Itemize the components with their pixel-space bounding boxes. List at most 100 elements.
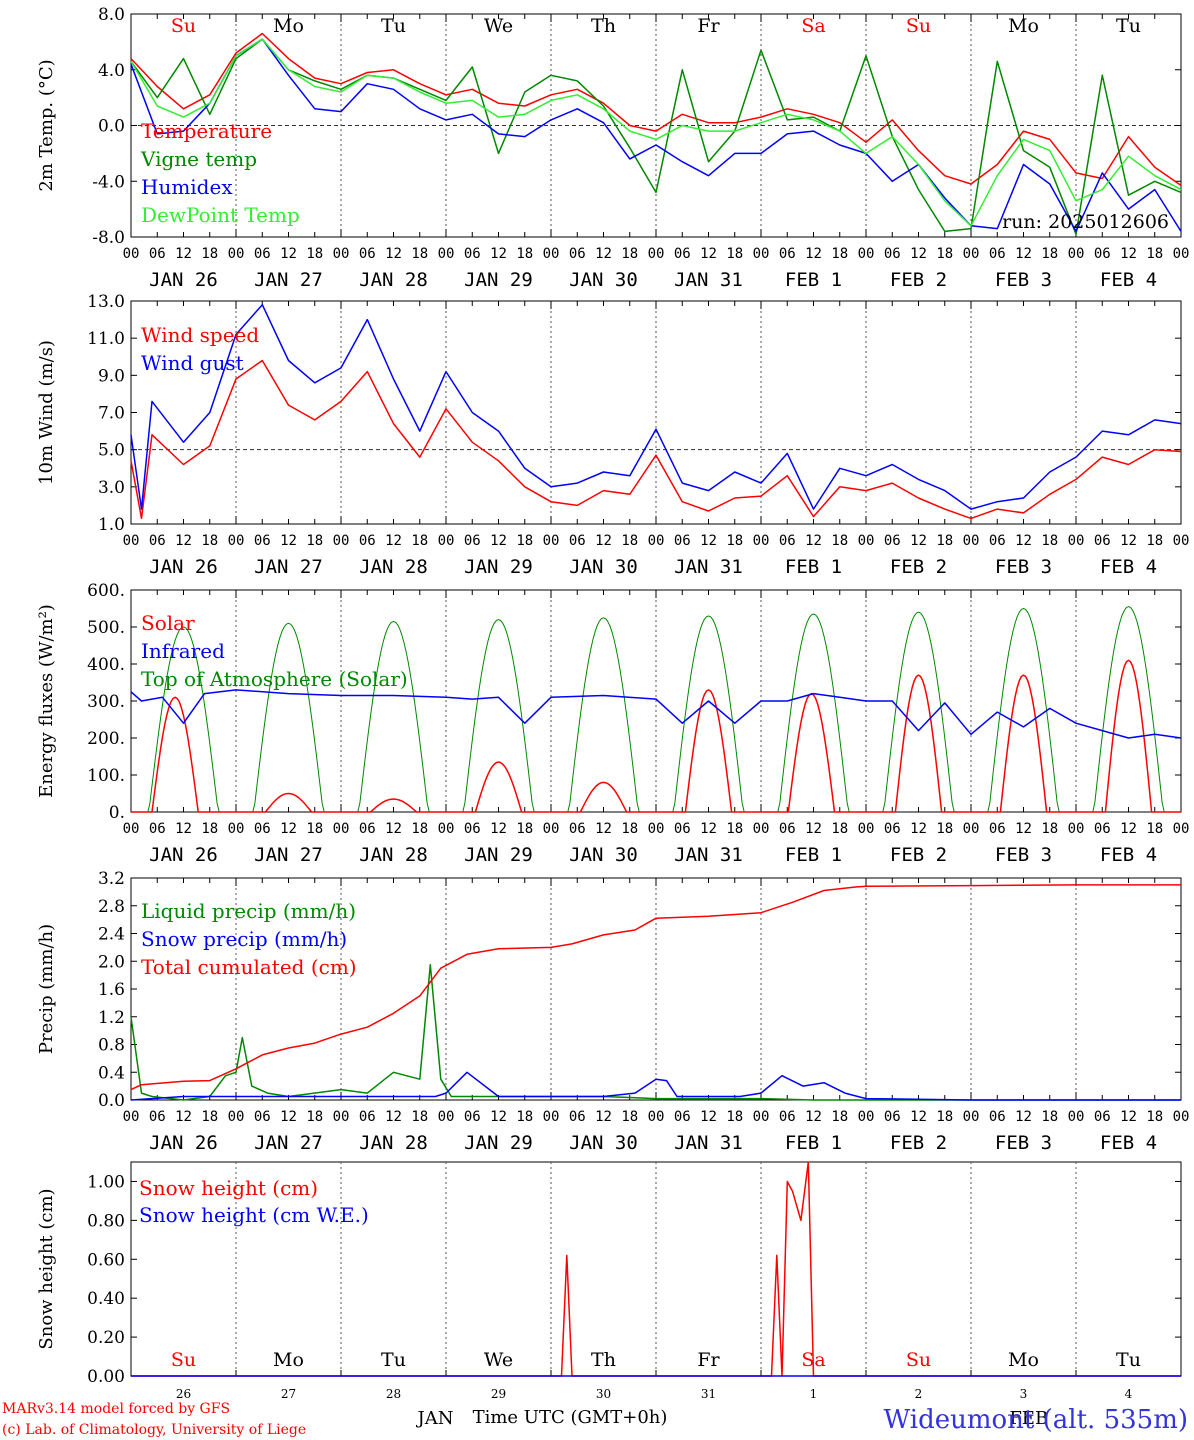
series-line-1: [130, 32, 1182, 187]
hour-tick-label: 18: [516, 246, 533, 262]
hour-tick-label: 00: [1173, 533, 1190, 549]
hour-tick-label: 00: [228, 821, 245, 837]
y-tick-label: 3.0: [98, 478, 125, 498]
hour-tick-label: 00: [333, 821, 350, 837]
hour-tick-label: 12: [385, 821, 402, 837]
hour-tick-label: 12: [490, 821, 507, 837]
y-tick-label: 8.0: [98, 5, 125, 25]
day-number-label: 26: [176, 1387, 191, 1401]
hour-tick-label: 18: [1146, 1109, 1163, 1125]
hour-tick-label: 12: [910, 246, 927, 262]
hour-tick-label: 00: [438, 246, 455, 262]
day-number-label: 1: [810, 1387, 818, 1401]
hour-tick-label: 00: [543, 533, 560, 549]
date-label: FEB 1: [785, 844, 842, 866]
hour-tick-label: 18: [201, 821, 218, 837]
date-label: FEB 4: [1100, 1132, 1157, 1154]
date-label: JAN 27: [254, 269, 323, 291]
hour-tick-label: 06: [884, 1109, 901, 1125]
panel-1: 8.0 4.0 0.0 -4.0 -8.0 2m Temp. (°C) 00 06 12 18 00…: [36, 5, 1189, 291]
hour-tick-label: 18: [516, 533, 533, 549]
y-axis-label: 2m Temp. (°C): [36, 59, 57, 191]
hour-tick-label: 06: [989, 1109, 1006, 1125]
y-tick-label: 100.: [87, 766, 125, 786]
hour-tick-label: 12: [1015, 1109, 1032, 1125]
hour-tick-label: 00: [648, 1109, 665, 1125]
hour-tick-label: 06: [779, 1109, 796, 1125]
weekday-label: Th: [591, 1349, 616, 1371]
hour-tick-label: 18: [621, 821, 638, 837]
weekday-label: We: [484, 1349, 513, 1371]
hour-tick-label: 00: [123, 1109, 140, 1125]
y-tick-label: 0.0: [98, 1091, 125, 1111]
y-tick-label: 0.80: [87, 1211, 125, 1231]
y-axis-label: Precip (mm/h): [36, 924, 57, 1054]
hour-tick-label: 00: [438, 821, 455, 837]
y-tick-label: 1.2: [98, 1008, 125, 1028]
legend-entry: Wind gust: [141, 351, 244, 375]
hour-tick-label: 18: [726, 246, 743, 262]
hour-tick-label: 12: [805, 246, 822, 262]
hour-tick-label: 12: [1120, 246, 1137, 262]
hour-tick-label: 00: [753, 246, 770, 262]
month-label: JAN: [416, 1408, 454, 1429]
hour-tick-label: 06: [464, 533, 481, 549]
hour-tick-label: 00: [333, 246, 350, 262]
hour-tick-label: 06: [1094, 821, 1111, 837]
hour-tick-label: 12: [490, 246, 507, 262]
day-number-label: 3: [1020, 1387, 1028, 1401]
hour-tick-label: 00: [1173, 246, 1190, 262]
hour-tick-label: 18: [1146, 533, 1163, 549]
weekday-label: Su: [906, 15, 931, 37]
date-label: FEB 4: [1100, 269, 1157, 291]
hour-tick-label: 00: [858, 533, 875, 549]
y-tick-label: 200.: [87, 729, 125, 749]
hour-tick-label: 12: [385, 1109, 402, 1125]
hour-tick-label: 06: [149, 821, 166, 837]
date-label: JAN 30: [569, 1132, 638, 1154]
hour-tick-label: 18: [726, 533, 743, 549]
date-label: FEB 1: [785, 269, 842, 291]
y-tick-label: 1.6: [98, 980, 125, 1000]
weekday-label: Mo: [273, 15, 304, 37]
hour-tick-label: 12: [595, 246, 612, 262]
hour-tick-label: 18: [936, 821, 953, 837]
legend-entry: Infrared: [141, 639, 225, 663]
station-name: Wideumont (alt. 535m): [884, 1405, 1188, 1435]
weekday-label: Tu: [1116, 15, 1141, 37]
hour-tick-label: 12: [280, 246, 297, 262]
weekday-label: Fr: [697, 1349, 720, 1371]
date-label: JAN 31: [674, 556, 743, 578]
hour-tick-label: 06: [674, 246, 691, 262]
hour-tick-label: 12: [280, 821, 297, 837]
hour-tick-label: 00: [1068, 1109, 1085, 1125]
legend-entry: Temperature: [141, 119, 272, 143]
series-solar-line: [131, 659, 1181, 813]
y-tick-label: 3.2: [98, 869, 125, 889]
date-label: JAN 28: [359, 1132, 428, 1154]
hour-tick-label: 00: [1068, 246, 1085, 262]
y-tick-label: 600.: [87, 581, 125, 601]
hour-tick-label: 18: [1146, 821, 1163, 837]
date-label: JAN 31: [674, 1132, 743, 1154]
hour-tick-label: 18: [306, 821, 323, 837]
hour-tick-label: 18: [411, 1109, 428, 1125]
hour-tick-label: 00: [858, 246, 875, 262]
hour-tick-label: 00: [228, 1109, 245, 1125]
hour-tick-label: 18: [621, 246, 638, 262]
hour-tick-label: 00: [123, 821, 140, 837]
hour-tick-label: 18: [1041, 246, 1058, 262]
date-label: FEB 4: [1100, 844, 1157, 866]
hour-tick-label: 06: [464, 821, 481, 837]
weekday-label: Sa: [801, 15, 825, 37]
panel-2: 13.0 11.0 9.0 7.0 5.0 3.0 1.0 10m Wind (m/s) 00 0…: [36, 292, 1189, 578]
legend-entry: Humidex: [141, 175, 233, 199]
hour-tick-label: 18: [306, 1109, 323, 1125]
y-tick-label: 5.0: [98, 441, 125, 461]
hour-tick-label: 06: [569, 246, 586, 262]
y-tick-label: 0.: [109, 803, 125, 823]
legend-entry: Wind speed: [141, 323, 259, 347]
hour-tick-label: 18: [1041, 1109, 1058, 1125]
legend-entry: Snow height (cm): [139, 1176, 318, 1200]
date-label: FEB 3: [995, 844, 1052, 866]
